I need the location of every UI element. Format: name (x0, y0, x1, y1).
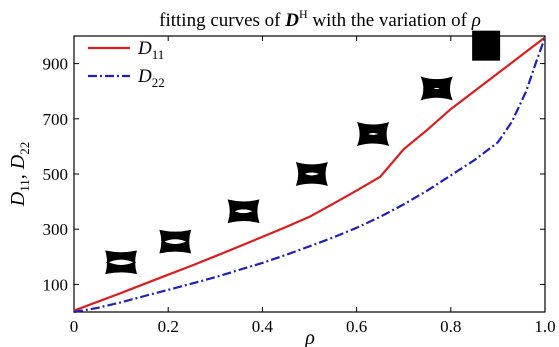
x-tick-label: 0.8 (440, 317, 461, 336)
ylabel-sep: , (7, 169, 29, 179)
x-tick-label: 0.4 (252, 317, 274, 336)
x-tick-label: 0.6 (346, 317, 367, 336)
chart-title: fitting curves of DH with the variation … (159, 7, 481, 31)
title-middle: with the variation of (308, 10, 472, 31)
legend-label-d11: D11 (137, 38, 164, 62)
y-tick-label: 500 (43, 165, 69, 184)
x-tick-label: 0.2 (158, 317, 179, 336)
y-axis-label: D11, D22 (7, 142, 32, 207)
microstructure-rho-0.5 (295, 162, 328, 186)
title-superscript: H (299, 7, 308, 21)
microstructure-rho-0.35 (227, 199, 260, 224)
x-tick-label: 1.0 (534, 317, 555, 336)
x-tick-label: 0 (70, 317, 79, 336)
microstructure-rho-0.2 (159, 229, 192, 254)
legend: D11 D22 (88, 38, 165, 90)
series-line-d11 (73, 36, 546, 312)
ylabel-d11: D (7, 191, 29, 207)
y-tick-label: 100 (43, 275, 69, 294)
microstructure-rho-0.1 (105, 250, 138, 275)
y-tick-label: 300 (43, 220, 69, 239)
y-tick-label: 900 (43, 55, 69, 74)
ylabel-d22: D (7, 154, 29, 170)
microstructure-rho-1.0 (472, 30, 501, 61)
microstructure-rho-0.65 (357, 121, 390, 146)
microstructure-rho-0.8 (420, 76, 453, 101)
title-prefix: fitting curves of (159, 10, 285, 31)
ylabel-d11-sub: 11 (17, 179, 32, 192)
ylabel-d22-sub: 22 (17, 142, 32, 155)
title-variable: ρ (471, 10, 481, 31)
microstructure-insets (105, 30, 501, 275)
series-lines (73, 36, 547, 314)
y-tick-label: 700 (43, 110, 69, 129)
legend-label-d22: D22 (137, 66, 165, 90)
axis-ticks: 0 0.2 0.4 0.6 0.8 1.0 100 300 500 700 900 (43, 36, 556, 336)
title-symbol: D (284, 10, 299, 31)
series-line-d22 (73, 37, 547, 314)
x-axis-label: ρ (304, 327, 315, 347)
